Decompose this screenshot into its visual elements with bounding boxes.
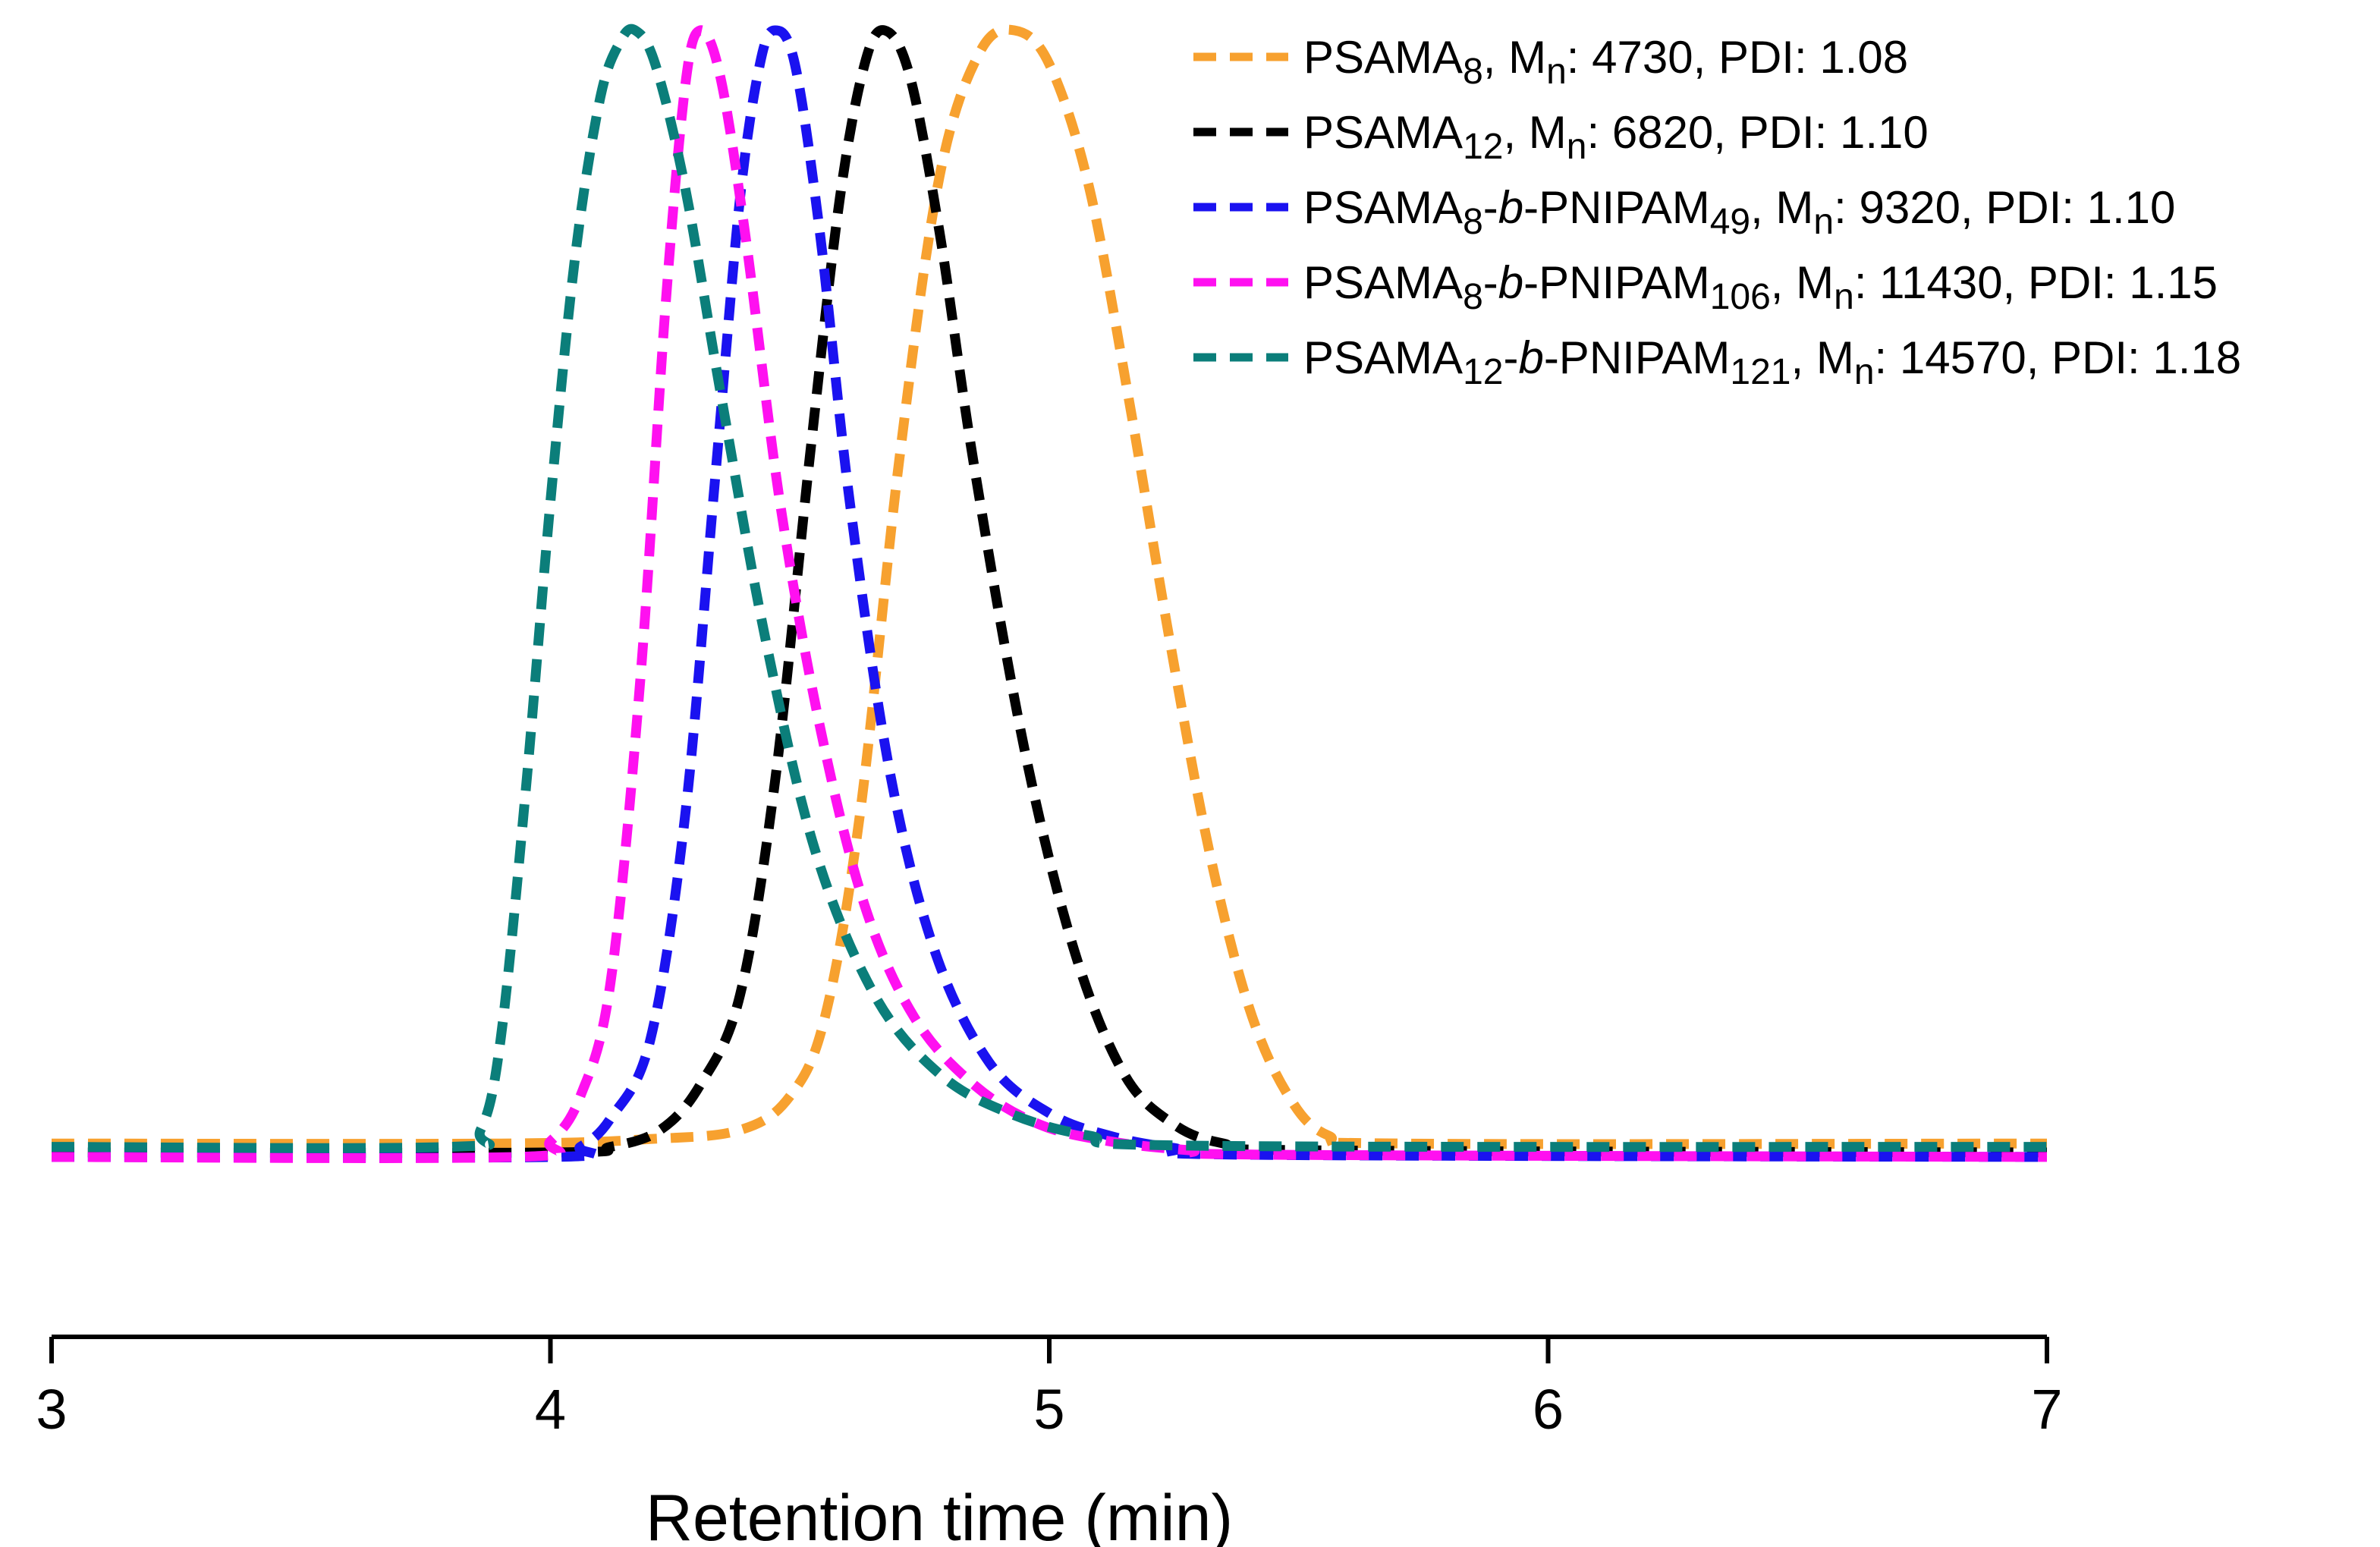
x-tick-label: 5 <box>1033 1378 1064 1441</box>
series-line-1 <box>51 24 2048 1149</box>
legend-entry: PSAMA12​, Mn​: 6820, PDI: 1.10 <box>1193 107 1929 167</box>
x-tick-label: 6 <box>1533 1378 1564 1441</box>
x-axis-label: Retention time (min) <box>646 1482 1233 1547</box>
x-tick-label: 7 <box>2031 1378 2062 1441</box>
legend: PSAMA8​, Mn​: 4730, PDI: 1.08 PSAMA12​, M… <box>1193 32 2241 392</box>
legend-label: PSAMA12​-b-PNIPAM121​, Mn​: 14570, PDI: … <box>1303 332 2241 392</box>
legend-entry: PSAMA8​-b-PNIPAM106​, Mn​: 11430, PDI: 1… <box>1193 257 2218 317</box>
legend-entry: PSAMA12​-b-PNIPAM121​, Mn​: 14570, PDI: … <box>1193 332 2241 392</box>
x-axis: 3 4 5 6 7 Retention time (min) <box>36 1335 2063 1547</box>
legend-label: PSAMA8​-b-PNIPAM106​, Mn​: 11430, PDI: 1… <box>1303 257 2218 317</box>
series-line-5 <box>51 24 2048 1153</box>
x-tick-label: 3 <box>36 1378 67 1441</box>
series-curves <box>51 24 2048 1163</box>
x-axis-ticks: 3 4 5 6 7 <box>36 1337 2063 1441</box>
legend-label: PSAMA12​, Mn​: 6820, PDI: 1.10 <box>1303 107 1929 167</box>
series-line-4 <box>51 25 2048 1163</box>
series-line-3 <box>51 25 2048 1163</box>
legend-label: PSAMA8​-b-PNIPAM49​, Mn​: 9320, PDI: 1.1… <box>1303 182 2175 242</box>
x-tick-label: 4 <box>535 1378 566 1441</box>
legend-entry: PSAMA8​, Mn​: 4730, PDI: 1.08 <box>1193 32 1908 92</box>
legend-entry: PSAMA8​-b-PNIPAM49​, Mn​: 9320, PDI: 1.1… <box>1193 182 2175 242</box>
legend-label: PSAMA8​, Mn​: 4730, PDI: 1.08 <box>1303 32 1908 92</box>
series-line-2 <box>51 25 2048 1159</box>
